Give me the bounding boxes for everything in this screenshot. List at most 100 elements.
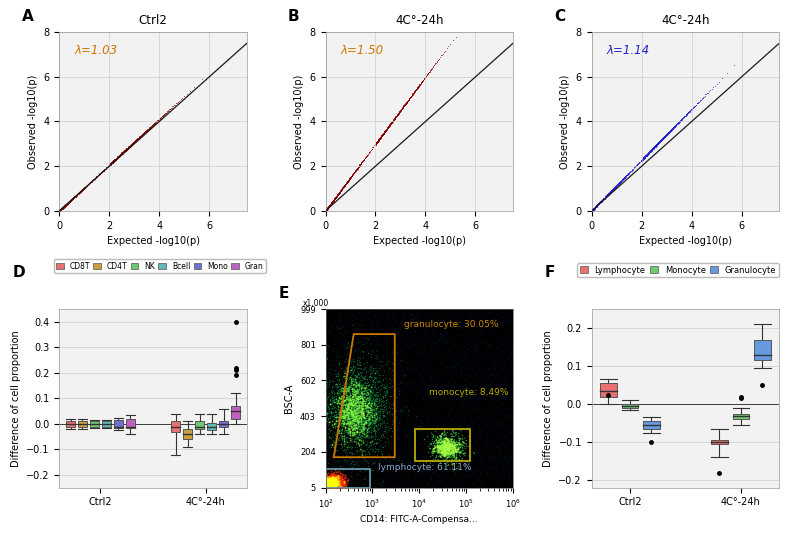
Point (655, 136, 668, 144)
Point (456, 406, 468, 415)
Point (441, 443, 454, 451)
Point (585, 206, 598, 215)
Point (112, 152, 125, 160)
Point (608, 183, 621, 192)
Point (588, 204, 600, 213)
Point (363, 391, 376, 400)
Point (350, 416, 363, 425)
Point (650, 141, 663, 150)
Point (383, 121, 396, 129)
Point (370, 138, 383, 147)
Point (464, 472, 476, 480)
Point (396, 353, 408, 361)
Point (384, 121, 396, 129)
Point (447, 377, 460, 386)
Point (636, 154, 649, 163)
Point (105, 159, 118, 168)
Point (646, 144, 659, 153)
Point (339, 180, 351, 189)
Point (467, 340, 479, 348)
Point (341, 400, 354, 409)
Point (369, 140, 382, 148)
Point (322, 479, 335, 488)
Point (322, 203, 335, 211)
Point (323, 202, 335, 210)
Point (644, 147, 657, 155)
Point (670, 121, 683, 130)
Point (588, 204, 600, 213)
Point (59, 202, 71, 210)
Point (327, 196, 339, 205)
Point (597, 195, 610, 203)
Point (104, 160, 117, 168)
Point (64, 196, 77, 205)
Point (643, 147, 656, 156)
Point (586, 206, 599, 214)
Point (373, 418, 385, 427)
Point (119, 146, 132, 154)
Point (377, 128, 390, 137)
Point (373, 134, 386, 143)
Point (638, 154, 650, 162)
Point (56, 204, 69, 212)
Point (403, 482, 415, 490)
Point (606, 186, 619, 195)
Point (377, 128, 390, 137)
Point (321, 204, 334, 213)
Point (590, 201, 603, 210)
Point (648, 143, 660, 151)
Point (109, 154, 122, 163)
Point (331, 190, 344, 199)
Point (128, 138, 141, 146)
Point (349, 345, 361, 354)
Point (403, 449, 416, 458)
Point (589, 203, 602, 211)
Point (103, 161, 115, 169)
Point (123, 143, 136, 151)
Point (604, 188, 616, 196)
Point (648, 143, 660, 151)
Point (329, 478, 342, 487)
Point (112, 152, 125, 161)
Point (327, 480, 340, 489)
Point (113, 150, 126, 159)
Point (323, 202, 335, 211)
Point (55, 205, 68, 213)
Point (638, 153, 651, 161)
Point (371, 137, 384, 146)
Point (430, 439, 443, 448)
Point (339, 398, 352, 407)
Point (591, 201, 604, 210)
Point (369, 426, 381, 434)
Point (374, 133, 387, 142)
Point (68, 193, 81, 202)
Point (652, 140, 664, 148)
Point (116, 147, 129, 156)
Point (105, 158, 118, 167)
Point (639, 153, 652, 161)
Point (112, 153, 124, 161)
Point (104, 158, 117, 167)
Point (612, 179, 625, 188)
Point (640, 151, 653, 159)
Point (464, 441, 476, 449)
Point (332, 471, 345, 479)
Point (435, 477, 448, 486)
Point (635, 155, 648, 164)
Point (379, 126, 392, 135)
Point (437, 445, 450, 454)
Point (373, 136, 385, 144)
Point (642, 148, 655, 157)
Point (346, 379, 359, 388)
Point (335, 403, 347, 412)
Point (104, 160, 116, 169)
Point (488, 358, 501, 366)
Point (642, 150, 654, 158)
Point (112, 153, 124, 162)
Point (585, 206, 598, 215)
Point (638, 153, 650, 162)
Point (341, 178, 354, 187)
Point (54, 206, 66, 214)
Point (380, 125, 392, 134)
Point (62, 198, 74, 206)
